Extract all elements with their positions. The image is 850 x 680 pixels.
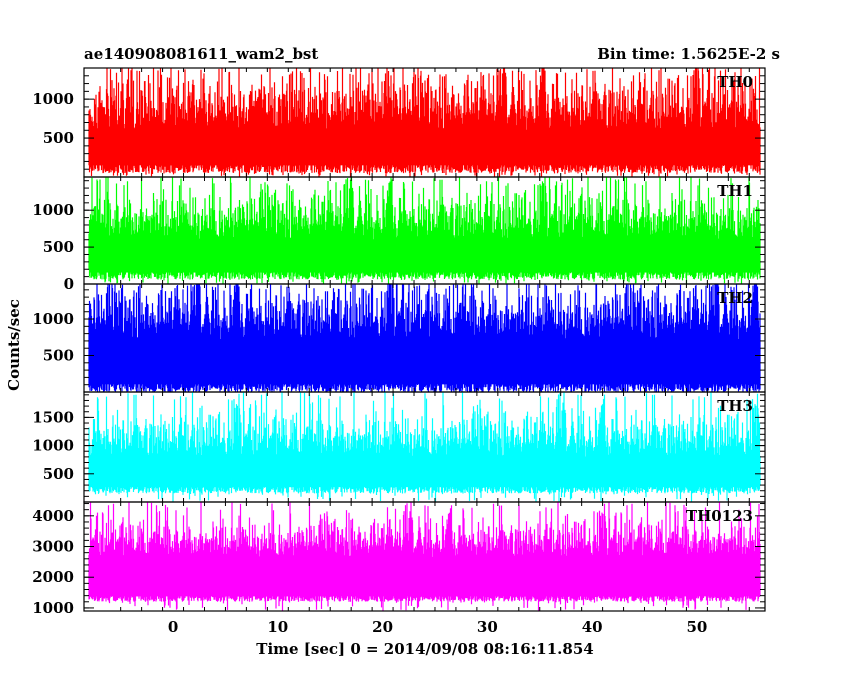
panel-label-th0: TH0	[717, 73, 753, 91]
y-tick-label: 1000	[32, 90, 74, 108]
x-tick-label: 30	[477, 618, 498, 636]
bin-time-label: Bin time: 1.5625E-2 s	[597, 45, 780, 63]
y-tick-label: 500	[43, 465, 74, 483]
panels-group: 500 1000 TH0 0 500 1000 TH1 500 1000 TH2 500 1000 15…	[32, 67, 766, 617]
panel-th3: 500 1000 1500 TH3	[32, 391, 766, 503]
y-tick-label: 3000	[32, 538, 74, 556]
x-tick-label: 20	[372, 618, 393, 636]
y-tick-label: 1000	[32, 437, 74, 455]
y-tick-label: 1000	[32, 201, 74, 219]
panel-label-th0123: TH0123	[686, 507, 753, 525]
panel-th1: 0 500 1000 TH1	[32, 176, 766, 293]
x-tick-label: 10	[267, 618, 288, 636]
x-axis: 0 10 20 30 40 50	[168, 618, 708, 636]
series-band-th1	[89, 243, 760, 273]
y-tick-label: 500	[43, 347, 74, 365]
panel-th2: 500 1000 TH2	[32, 283, 766, 393]
y-axis-label: Counts/sec	[5, 299, 23, 391]
series-band-th3	[89, 460, 760, 488]
y-tick-label: 4000	[32, 507, 74, 525]
chart-title: ae140908081611_wam2_bst	[84, 45, 318, 63]
x-axis-label: Time [sec] 0 = 2014/09/08 08:16:11.854	[256, 640, 593, 658]
y-tick-label: 1000	[32, 599, 74, 617]
panel-th0: 500 1000 TH0	[32, 67, 766, 178]
panel-label-th2: TH2	[717, 289, 753, 307]
series-band-th0	[89, 134, 760, 166]
panel-label-th3: TH3	[717, 397, 753, 415]
y-tick-label: 2000	[32, 568, 74, 586]
series-band-th0123	[89, 560, 760, 597]
series-band-th2	[89, 344, 760, 385]
panel-label-th1: TH1	[717, 182, 753, 200]
x-tick-label: 0	[168, 618, 178, 636]
y-tick-label: 1000	[32, 310, 74, 328]
y-tick-label: 500	[43, 238, 74, 256]
panel-frame	[83, 501, 766, 612]
x-tick-label: 50	[686, 618, 707, 636]
y-tick-label: 0	[64, 275, 74, 293]
y-tick-label: 500	[43, 129, 74, 147]
panel-th0123: 1000 2000 3000 4000 TH0123	[32, 501, 766, 617]
x-tick-label: 40	[582, 618, 603, 636]
y-tick-label: 1500	[32, 408, 74, 426]
